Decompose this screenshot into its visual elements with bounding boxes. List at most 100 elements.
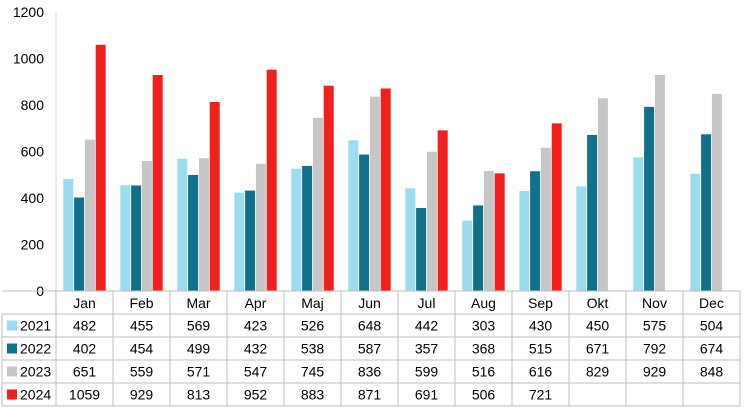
- bar-2022-Feb: [131, 185, 142, 291]
- table-value: 303: [472, 318, 496, 334]
- bar-2021-Nov: [633, 157, 644, 291]
- table-value: 506: [472, 387, 496, 403]
- bar-2022-Apr: [245, 190, 256, 291]
- x-tick-label: Feb: [129, 295, 153, 311]
- table-value: 691: [415, 387, 439, 403]
- table-value: 651: [73, 364, 97, 380]
- table-value: 721: [529, 387, 553, 403]
- table-value: 450: [586, 318, 610, 334]
- bar-2024-Jan: [95, 44, 106, 291]
- bar-2022-Mar: [188, 174, 199, 291]
- bar-2023-Apr: [255, 163, 266, 291]
- bar-2022-Dec: [701, 134, 712, 291]
- bar-2021-Sep: [519, 191, 530, 291]
- table-value: 515: [529, 341, 553, 357]
- bar-2024-Maj: [323, 85, 334, 291]
- bar-2021-Feb: [120, 185, 131, 291]
- table-value: 430: [529, 318, 553, 334]
- legend-key-2022: [7, 343, 17, 354]
- bar-2021-Okt: [576, 186, 587, 292]
- y-tick-label: 1000: [13, 51, 44, 67]
- bar-2023-Jul: [426, 151, 437, 291]
- bars: [63, 44, 722, 292]
- y-tick-label: 400: [21, 190, 45, 206]
- legend-key-2023: [7, 366, 17, 377]
- x-tick-label: Sep: [528, 295, 553, 311]
- bar-2021-Mar: [177, 158, 188, 291]
- data-table: 2021 482 455 569 423 526 648 442 303 430 450 575 504…: [7, 318, 723, 403]
- bar-2021-Jun: [348, 140, 359, 291]
- table-value: 423: [244, 318, 268, 334]
- table-value: 526: [301, 318, 325, 334]
- legend-key-2024: [7, 389, 17, 400]
- table-value: 883: [301, 387, 325, 403]
- bar-2024-Jul: [437, 130, 448, 291]
- table-value: 499: [187, 341, 211, 357]
- x-tick-label: Nov: [642, 295, 667, 311]
- bar-2021-Maj: [291, 168, 302, 291]
- table-value: 929: [130, 387, 154, 403]
- bar-2022-Aug: [473, 205, 484, 291]
- bar-2023-Nov: [654, 75, 665, 291]
- y-tick-label: 1200: [13, 4, 44, 20]
- x-tick-label: Apr: [245, 295, 267, 311]
- bar-2022-Nov: [644, 106, 655, 291]
- table-value: 402: [73, 341, 97, 357]
- bar-2022-Jan: [74, 197, 85, 291]
- legend-label: 2024: [20, 387, 51, 403]
- table-value: 454: [130, 341, 154, 357]
- bar-2022-Jul: [416, 208, 427, 291]
- table-value: 792: [643, 341, 667, 357]
- table-value: 538: [301, 341, 325, 357]
- bar-2023-Sep: [540, 147, 551, 291]
- table-value: 455: [130, 318, 154, 334]
- bar-2024-Sep: [551, 123, 562, 292]
- category-labels: Jan Feb Mar Apr Maj Jun Jul Aug Sep Okt Nov Dec: [73, 295, 724, 311]
- table-value: 616: [529, 364, 553, 380]
- legend-key-2021: [7, 320, 17, 331]
- bar-2021-Jul: [405, 188, 416, 291]
- table-value: 569: [187, 318, 211, 334]
- table-value: 871: [358, 387, 382, 403]
- bar-2021-Jan: [63, 178, 74, 291]
- table-value: 813: [187, 387, 211, 403]
- bar-2022-Sep: [530, 171, 541, 291]
- table-value: 848: [700, 364, 724, 380]
- bar-2023-Feb: [141, 161, 152, 291]
- table-value: 587: [358, 341, 382, 357]
- legend-label: 2023: [20, 364, 51, 380]
- table-value: 648: [358, 318, 382, 334]
- x-tick-label: Jul: [418, 295, 436, 311]
- table-value: 836: [358, 364, 382, 380]
- legend-label: 2021: [20, 318, 51, 334]
- table-value: 674: [700, 341, 724, 357]
- table-value: 599: [415, 364, 439, 380]
- x-tick-label: Okt: [587, 295, 609, 311]
- bar-2021-Aug: [462, 220, 473, 291]
- bar-2024-Aug: [494, 173, 505, 291]
- table-value: 442: [415, 318, 439, 334]
- table-value: 482: [73, 318, 97, 334]
- bar-2023-Okt: [597, 98, 608, 291]
- table-value: 357: [415, 341, 439, 357]
- table-value: 575: [643, 318, 667, 334]
- bar-2022-Maj: [302, 165, 313, 291]
- bar-2023-Aug: [483, 171, 494, 291]
- bar-2023-Jun: [369, 96, 380, 291]
- table-value: 745: [301, 364, 325, 380]
- table-value: 929: [643, 364, 667, 380]
- bar-2022-Okt: [587, 134, 598, 291]
- bar-2021-Apr: [234, 192, 245, 291]
- bar-2023-Dec: [711, 93, 722, 291]
- bar-2024-Jun: [380, 88, 391, 292]
- bar-2023-Jan: [84, 139, 95, 291]
- x-tick-label: Maj: [301, 295, 324, 311]
- y-tick-label: 200: [21, 237, 45, 253]
- bar-2023-Mar: [198, 158, 209, 291]
- bar-2023-Maj: [312, 117, 323, 291]
- bar-2024-Mar: [209, 101, 220, 291]
- table-value: 516: [472, 364, 496, 380]
- table-value: 368: [472, 341, 496, 357]
- x-tick-label: Aug: [471, 295, 496, 311]
